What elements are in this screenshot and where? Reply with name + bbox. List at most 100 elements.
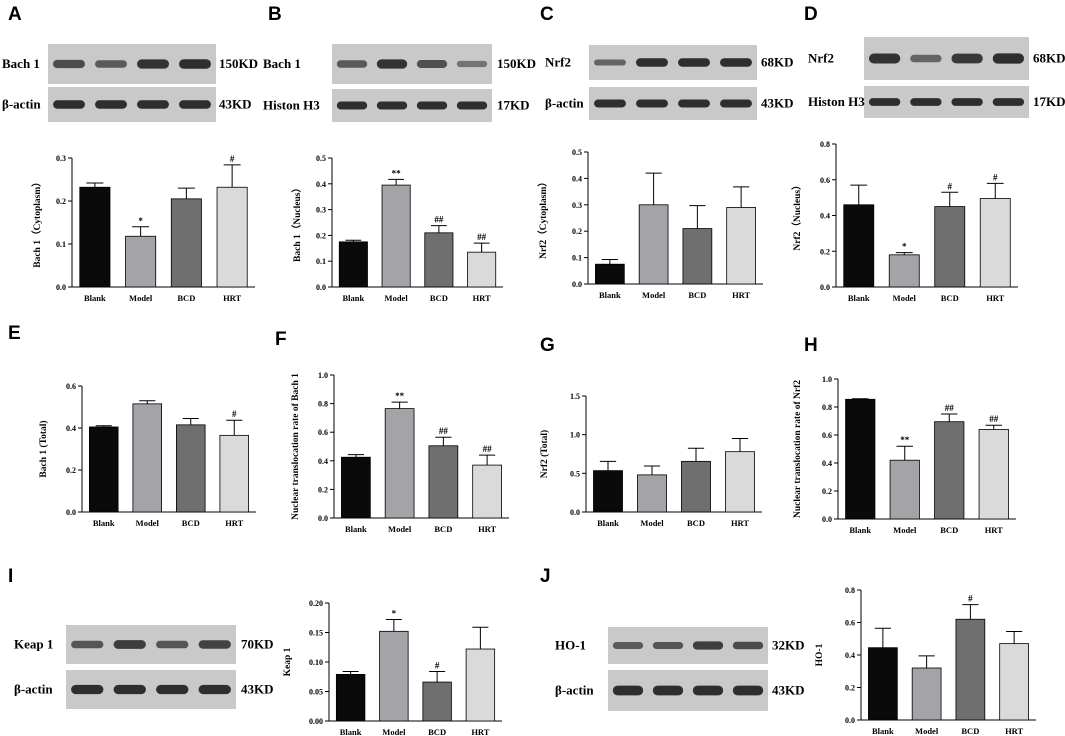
y-tick-label: 0.1: [572, 254, 582, 263]
bar: [637, 474, 667, 513]
significance-label: **: [392, 168, 402, 178]
x-category-label: BCD: [688, 290, 706, 300]
western-blot-b: Bach 1 150KD Histon H3 17KD: [263, 44, 536, 122]
significance-label: ##: [439, 426, 449, 436]
x-category-label: BCD: [941, 293, 959, 303]
y-tick-label: 0.4: [845, 651, 855, 660]
bar-chart-c: 0.0 0.1 0.2 0.3 0.4 0.5 Nrf2（Cytoplasm） Blank Mo…: [537, 148, 763, 300]
significance-label: #: [435, 660, 440, 670]
bar-chart-f: 0.0 0.2 0.4 0.6 0.8 1.0 Nuclear translocation …: [291, 371, 509, 534]
x-category-label: Blank: [849, 525, 871, 535]
blot-size-label: 68KD: [761, 55, 794, 70]
bar-chart-i: 0.00 0.05 0.10 0.15 0.20 Keap 1 Blank * Model # BC…: [283, 599, 502, 736]
blot-band: [137, 59, 169, 69]
blot-band: [612, 685, 644, 696]
y-tick-label: 0.6: [820, 176, 830, 185]
blot-protein-label: HO-1: [555, 638, 586, 653]
x-category-label: Blank: [599, 290, 621, 300]
bar: [638, 204, 669, 285]
blot-band: [910, 98, 942, 106]
bar-chart-g: 0.0 0.5 1.0 1.5 Nrf2 (Total) Blank Model BCD HRT: [539, 392, 762, 528]
y-tick-label: 0.6: [318, 428, 328, 437]
y-tick-label: 1.0: [822, 375, 832, 384]
blot-band: [910, 54, 942, 63]
y-axis-label: Keap 1: [283, 647, 293, 676]
bar: [934, 206, 966, 288]
bar: [681, 460, 711, 513]
significance-label: ##: [434, 215, 444, 225]
blot-band: [95, 60, 127, 68]
blot-band: [71, 684, 104, 695]
blot-band: [336, 60, 368, 68]
panel-label-i: I: [8, 566, 13, 587]
y-tick-label: 0.4: [316, 180, 326, 189]
bar: [472, 464, 502, 519]
y-tick-label: 0.1: [56, 240, 66, 249]
bar: [845, 398, 876, 520]
blot-band: [376, 101, 408, 110]
blot-protein-label: Histon H3: [808, 94, 865, 109]
western-blot-j: HO-1 32KD β-actin 43KD: [555, 627, 805, 711]
y-tick-label: 0.2: [56, 197, 66, 206]
blot-band: [868, 98, 901, 106]
panel-label-c: C: [540, 4, 554, 25]
blot-protein-label: Nrf2: [545, 55, 571, 70]
significance-label: *: [902, 242, 907, 252]
y-tick-label: 0.2: [822, 487, 832, 496]
blot-band: [636, 99, 668, 108]
panel-label-f: F: [275, 329, 287, 350]
blot-protein-label: β-actin: [555, 683, 594, 698]
y-tick-label: 0.2: [820, 247, 830, 256]
y-tick-label: 0.2: [316, 231, 326, 240]
blot-band: [652, 685, 684, 696]
bar: [341, 456, 371, 519]
blot-band: [53, 100, 85, 109]
x-category-label: HRT: [732, 290, 750, 300]
blot-band: [992, 98, 1025, 106]
blot-band: [951, 53, 983, 64]
y-tick-label: 0.0: [56, 283, 66, 292]
blot-band: [156, 640, 189, 649]
bar: [934, 421, 965, 520]
y-tick-label: 1.0: [318, 371, 328, 380]
significance-label: #: [230, 154, 235, 164]
significance-label: #: [948, 181, 953, 191]
blot-band: [137, 100, 169, 109]
x-category-label: Model: [385, 293, 409, 303]
y-axis-label: Nrf2 (Total): [539, 430, 550, 478]
x-category-label: HRT: [478, 524, 496, 534]
western-blot-c: Nrf2 68KD β-actin 43KD: [545, 45, 794, 120]
y-axis-label: HO-1: [815, 643, 825, 666]
blot-size-label: 43KD: [761, 96, 794, 111]
y-tick-label: 0.8: [318, 400, 328, 409]
y-tick-label: 0.0: [822, 515, 832, 524]
x-category-label: HRT: [985, 525, 1003, 535]
panel-label-e: E: [8, 323, 21, 344]
y-tick-label: 0.5: [570, 469, 580, 478]
blot-band: [71, 640, 104, 649]
western-blot-i: Keap 1 70KD β-actin 43KD: [14, 625, 274, 709]
blot-size-label: 43KD: [772, 683, 805, 698]
significance-label: #: [968, 594, 973, 604]
y-tick-label: 0.4: [822, 459, 832, 468]
significance-label: *: [392, 609, 397, 619]
bar-chart-a: 0.0 0.1 0.2 0.3 Bach 1（Cytoplasm） Blank * Model…: [31, 154, 255, 303]
bar-chart-e: 0.0 0.2 0.4 0.6 Bach 1 (Total) Blank Model BCD #…: [38, 382, 256, 528]
y-axis-label: Nrf2（Nucleus）: [791, 180, 803, 250]
significance-label: ##: [989, 414, 999, 424]
blot-protein-label: β-actin: [14, 682, 53, 697]
bar-chart-d: 0.0 0.2 0.4 0.6 0.8 Nrf2（Nucleus） Blank * Model #…: [791, 140, 1018, 303]
bar: [132, 403, 163, 513]
bar: [422, 681, 452, 722]
bar: [955, 618, 986, 721]
x-category-label: HRT: [471, 727, 489, 736]
x-category-label: BCD: [940, 525, 958, 535]
y-tick-label: 0.2: [572, 227, 582, 236]
blot-band: [416, 60, 448, 68]
x-category-label: HRT: [731, 518, 749, 528]
x-category-label: BCD: [428, 727, 446, 736]
blot-band: [612, 642, 644, 649]
x-category-label: Model: [388, 524, 412, 534]
bar-chart-j: 0.0 0.2 0.4 0.6 0.8 HO-1 Blank Model # BCD HRT: [815, 586, 1036, 736]
blot-protein-label: Bach 1: [2, 56, 40, 71]
